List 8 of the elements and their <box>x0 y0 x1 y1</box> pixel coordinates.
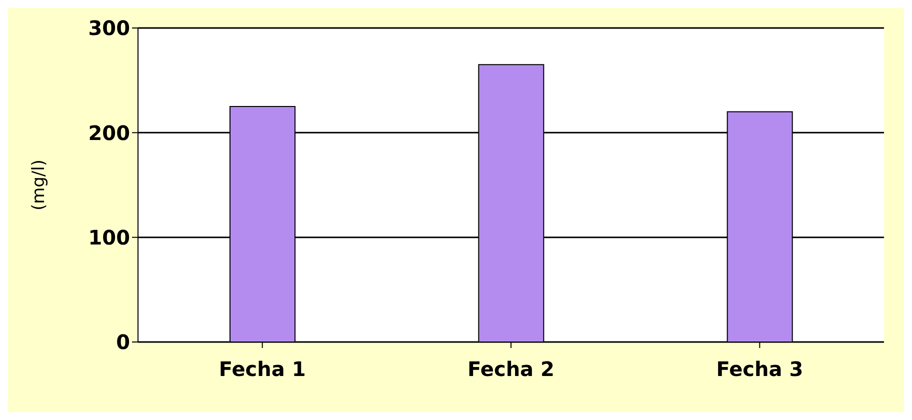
x-tick-label: Fecha 3 <box>716 357 804 382</box>
y-tick-label: 100 <box>88 225 130 250</box>
y-tick-label: 200 <box>88 120 130 145</box>
x-tick-label: Fecha 2 <box>468 357 554 382</box>
y-tick-label: 0 <box>116 330 130 354</box>
y-tick-label: 300 <box>88 16 130 40</box>
y-axis-title: (mg/l) <box>29 159 50 211</box>
x-tick-label: Fecha 1 <box>218 357 306 382</box>
